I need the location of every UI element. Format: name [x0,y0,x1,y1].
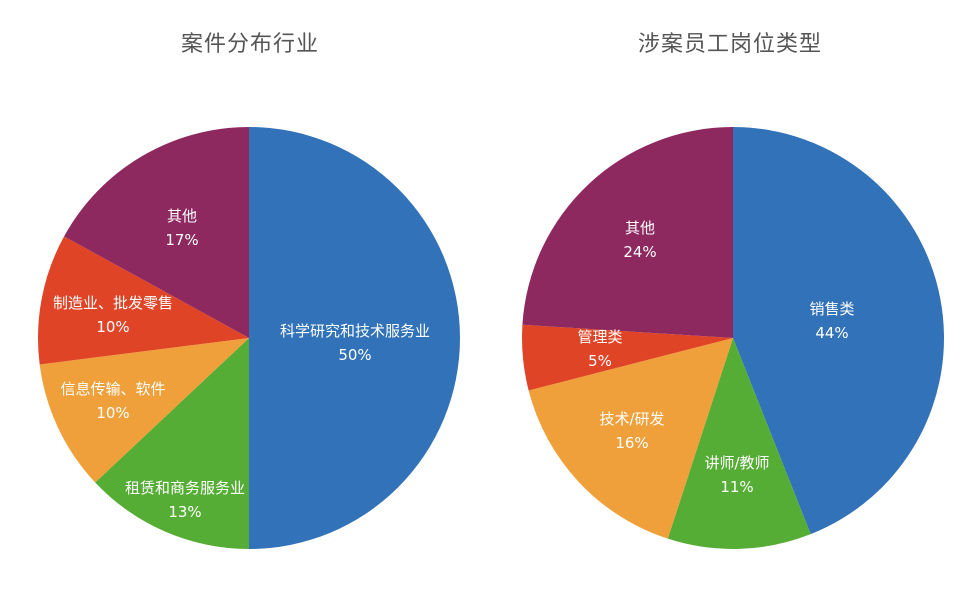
left-slice-value-label: 50% [338,346,371,364]
right-slice-value-label: 11% [720,478,753,496]
left-slice-label: 制造业、批发零售 [53,294,173,312]
right-pie-slice [733,127,944,535]
right-pie-slice [667,338,811,549]
left-slice-label: 科学研究和技术服务业 [280,322,430,340]
left-slice-value-label: 10% [96,318,129,336]
right-pie-slice [522,324,733,391]
right-slice-value-label: 5% [588,352,612,370]
left-chart-title: 案件分布行业 [180,32,319,57]
right-pie-chart: 销售类 44% 讲师/教师 11% 技术/研发 16% 管理类 5% 其他 24% [522,127,944,549]
right-slice-label: 管理类 [577,328,622,346]
left-pie-slice [95,338,249,549]
left-pie-slice [64,127,249,338]
left-slice-value-label: 17% [165,231,198,249]
left-slice-value-label: 13% [168,503,201,521]
left-pie-slice [38,236,250,365]
left-slice-label: 租赁和商务服务业 [125,479,245,497]
right-slice-label: 销售类 [809,300,854,318]
right-chart-title: 涉案员工岗位类型 [637,32,822,57]
right-slice-value-label: 16% [615,434,648,452]
left-slice-value-label: 10% [96,404,129,422]
right-slice-value-label: 44% [815,324,848,342]
left-pie-slice [39,338,249,483]
right-slice-label: 讲师/教师 [704,454,769,472]
right-slice-label: 其他 [625,219,655,237]
right-pie-slice [528,338,733,539]
right-slice-label: 技术/研发 [599,410,664,428]
right-slice-value-label: 24% [623,243,656,261]
left-pie-slice [249,127,460,549]
left-pie-chart: 科学研究和技术服务业 50% 租赁和商务服务业 13% 信息传输、软件 10% 制造业、批发… [38,127,460,549]
left-slice-label: 其他 [167,207,197,225]
left-slice-label: 信息传输、软件 [60,380,165,398]
right-pie-slice [522,127,733,338]
